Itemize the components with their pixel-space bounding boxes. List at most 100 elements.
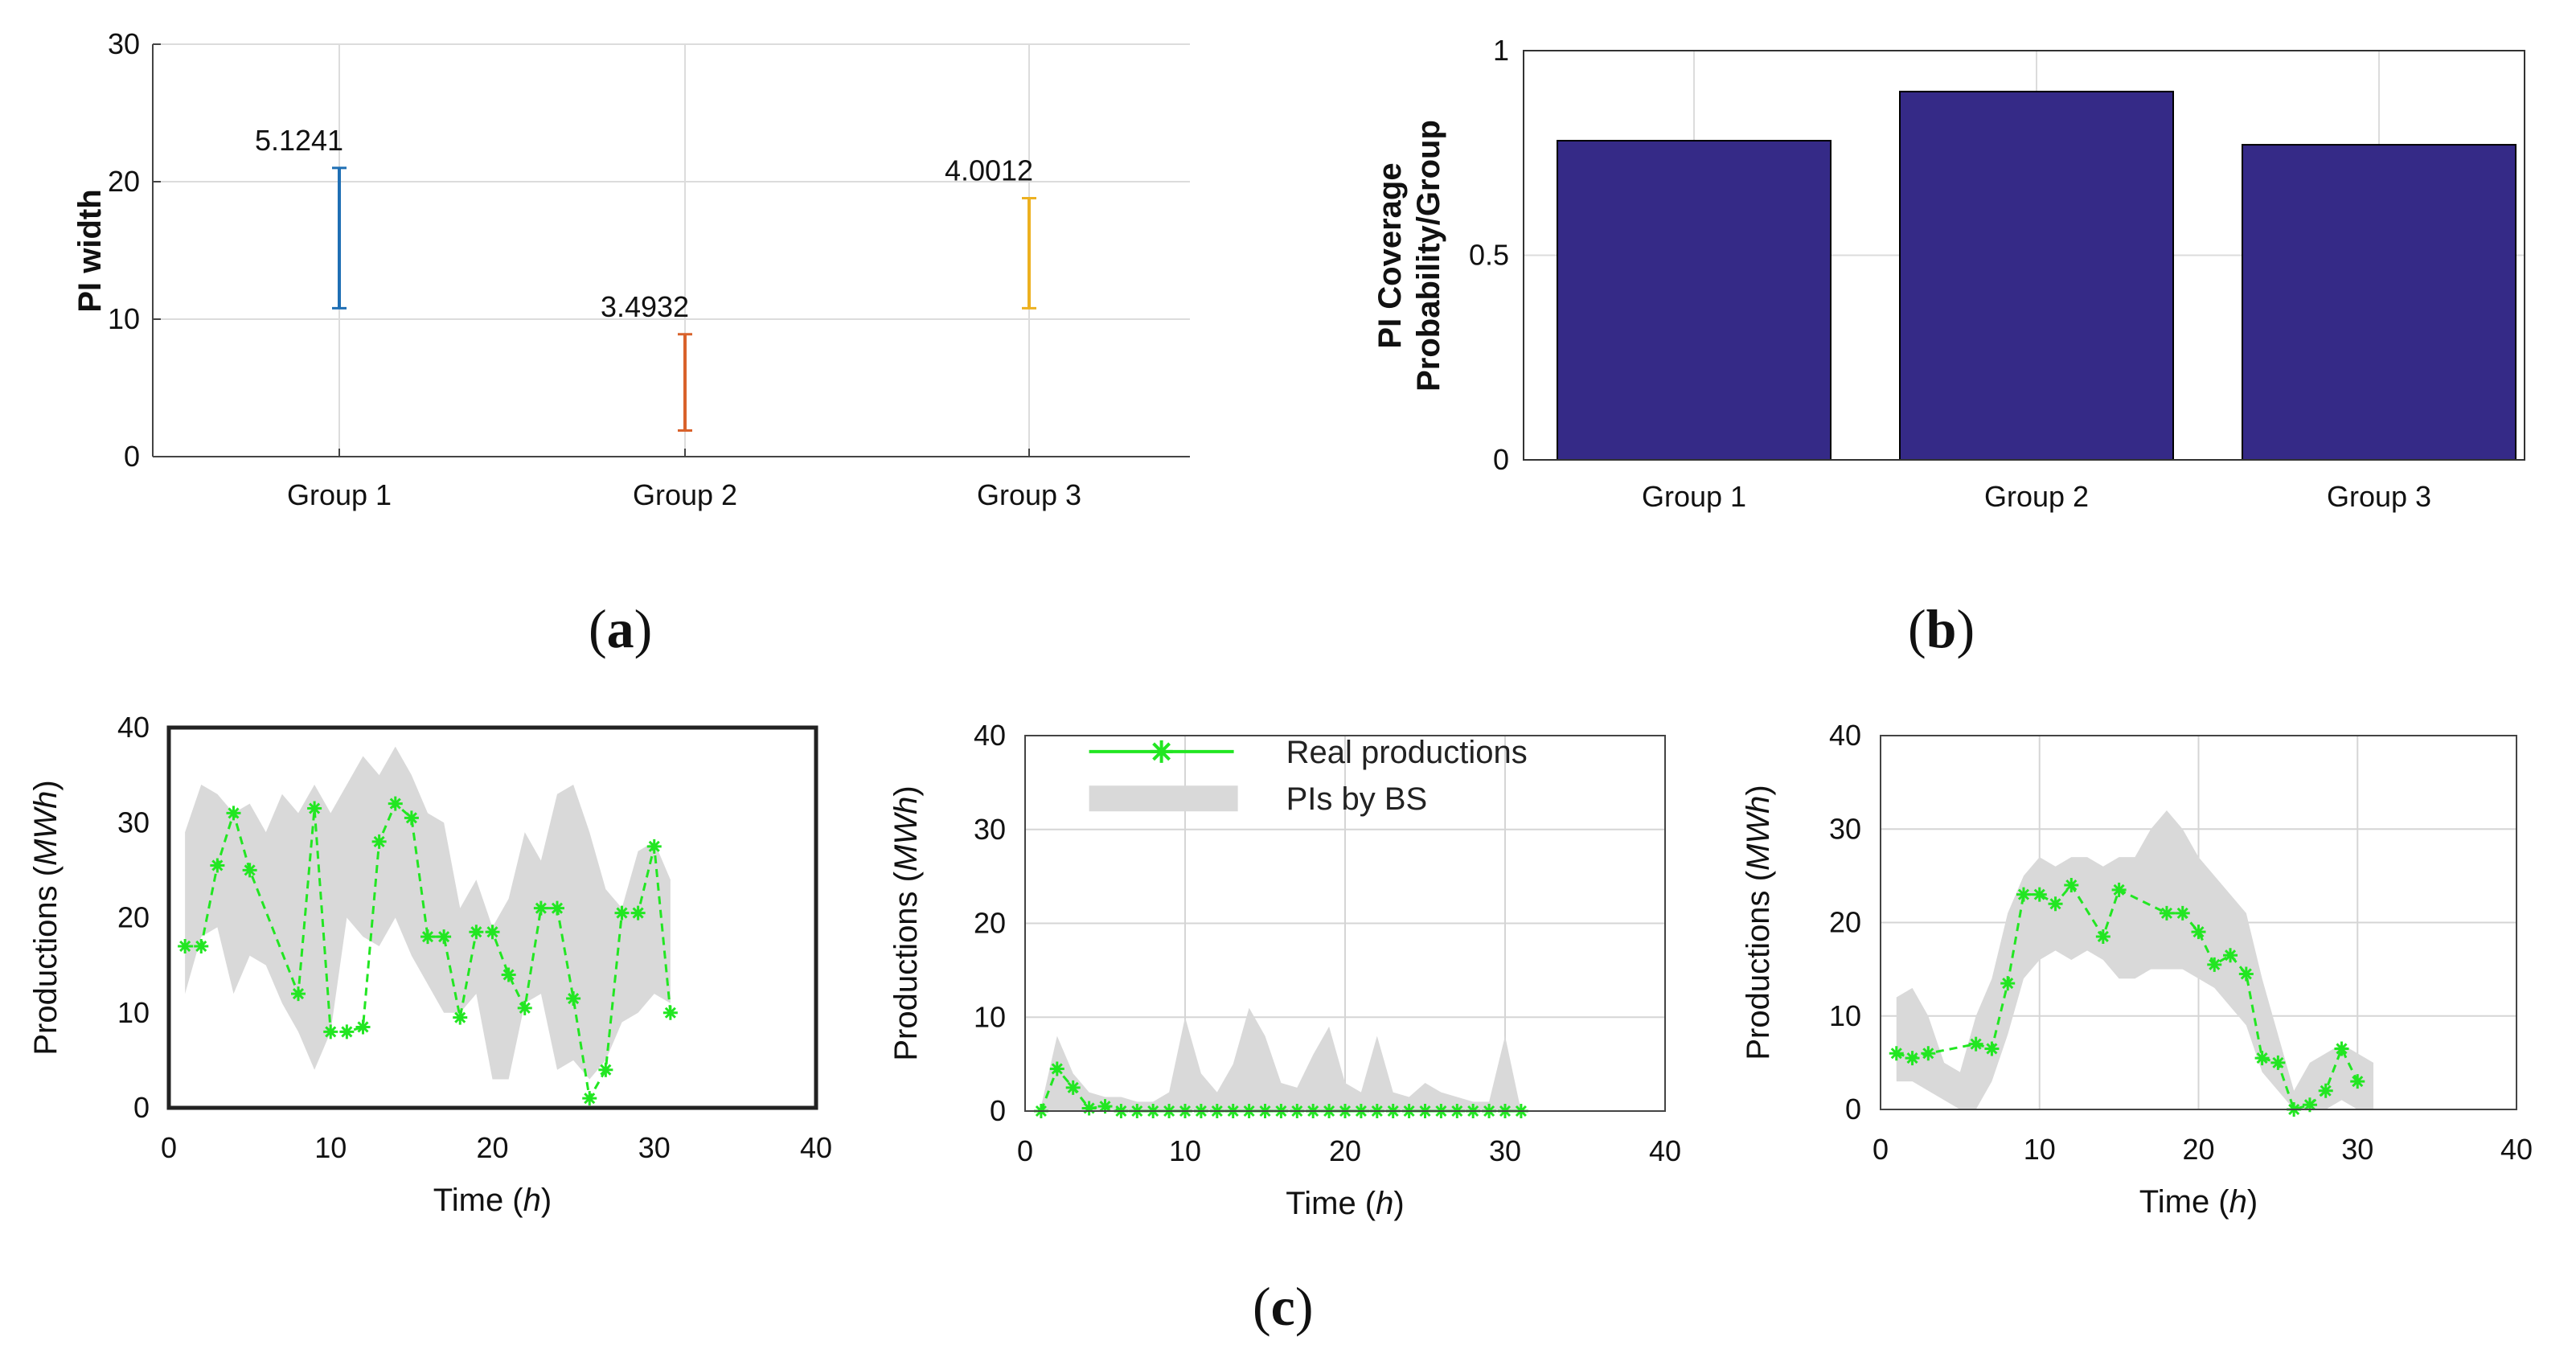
y-axis-title-text: Productions ( xyxy=(1741,870,1776,1060)
panel-label-a: (a) xyxy=(589,598,652,659)
pi-band xyxy=(1040,1007,1521,1111)
x-axis-title: Time (h) xyxy=(433,1183,552,1218)
y-tick-label: 1 xyxy=(1493,34,1509,67)
real-production-point xyxy=(2302,1097,2317,1113)
real-production-point xyxy=(517,1000,532,1015)
real-production-point xyxy=(1097,1099,1113,1114)
bar xyxy=(1899,90,2174,461)
real-production-point xyxy=(2350,1074,2365,1089)
real-production-point xyxy=(194,938,209,953)
real-production-point xyxy=(242,863,257,878)
y-axis-title-close: ) xyxy=(28,780,64,790)
real-production-point xyxy=(550,900,564,916)
x-tick-label: Group 3 xyxy=(2327,480,2431,513)
panel-c-close: ) xyxy=(1295,1276,1314,1337)
real-production-point xyxy=(2191,925,2206,940)
x-axis-title-close: ) xyxy=(2247,1184,2258,1220)
y-tick-label: 0 xyxy=(1493,443,1509,476)
y-axis-title-unit: MWh xyxy=(1741,796,1776,871)
y-tick-label: 0 xyxy=(1845,1093,1861,1126)
real-production-point xyxy=(210,858,225,873)
x-tick-label: 0 xyxy=(161,1131,177,1164)
y-axis-title-close: ) xyxy=(1741,785,1776,795)
pi-band xyxy=(1896,810,2374,1109)
x-axis-title: Time (h) xyxy=(1286,1186,1404,1221)
y-tick-label: 20 xyxy=(1829,906,1861,939)
y-tick-label: 0 xyxy=(133,1091,150,1124)
real-production-point xyxy=(291,986,306,1002)
plot-area-a xyxy=(153,44,1190,457)
real-production-point xyxy=(630,905,646,921)
real-production-line xyxy=(185,802,672,1102)
y-tick-label: 0 xyxy=(124,440,140,473)
x-axis-title: Time (h) xyxy=(2139,1184,2258,1220)
y-tick-label: 10 xyxy=(117,996,150,1029)
real-production-point xyxy=(404,810,419,826)
x-tick-label: 20 xyxy=(1329,1134,1361,1167)
panel-b-close: ) xyxy=(1956,598,1975,659)
real-production-point xyxy=(2064,878,2079,892)
real-production-point xyxy=(1889,1046,1904,1061)
x-tick-label: 40 xyxy=(1649,1134,1681,1167)
real-production-point xyxy=(355,1019,371,1035)
x-tick-label: 30 xyxy=(2341,1133,2373,1166)
panel-label-b: (b) xyxy=(1908,598,1975,659)
real-production-point xyxy=(598,1062,613,1077)
y-tick-label: 30 xyxy=(108,27,140,60)
real-production-point xyxy=(1049,1061,1064,1076)
y-axis-title: Productions (MWh) xyxy=(888,785,924,1060)
legend-label: Real productions xyxy=(1286,735,1528,770)
legend-label: PIs by BS xyxy=(1286,781,1428,817)
plot-frame xyxy=(1024,735,1666,1112)
y-axis-title-text: Productions ( xyxy=(888,871,924,1060)
chart-b-coverage: 0 0.5 1 Group 1 Group 2 Group 3 PI Coverage Pro… xyxy=(1372,34,2525,513)
real-production-point xyxy=(2000,976,2016,991)
x-axis-title-unit: h xyxy=(1376,1186,1393,1221)
real-production-point xyxy=(2223,948,2238,963)
x-tick-label: 30 xyxy=(1489,1134,1521,1167)
real-production-point xyxy=(1921,1046,1936,1061)
y-axis-title-line: PI Coverage xyxy=(1372,162,1408,348)
real-production-point xyxy=(2016,887,2031,902)
real-production-point xyxy=(582,1091,597,1106)
x-axis-title-unit: h xyxy=(2229,1184,2247,1220)
x-tick-label: 30 xyxy=(638,1131,671,1164)
x-tick-label: 40 xyxy=(2500,1133,2533,1166)
real-production-point xyxy=(307,801,322,816)
y-axis-title-unit: MWh xyxy=(888,797,924,871)
x-tick-label: Group 3 xyxy=(977,478,1081,511)
real-production-point xyxy=(2270,1055,2286,1070)
y-tick-label: 30 xyxy=(974,813,1006,846)
real-production-point xyxy=(453,1010,468,1025)
y-tick-label: 0.5 xyxy=(1469,239,1509,272)
chart-a-pi-width: 0 10 20 30 Group 1 Group 2 Group 3 5.1241 3.4932… xyxy=(72,27,1190,511)
plot-frame xyxy=(1880,735,2517,1110)
y-tick-label: 40 xyxy=(117,711,150,744)
real-production-point xyxy=(566,991,581,1007)
real-production-point xyxy=(2254,1051,2270,1066)
x-tick-label: 20 xyxy=(476,1131,508,1164)
real-production-point xyxy=(178,938,193,953)
x-axis-title-text: Time ( xyxy=(1286,1186,1376,1221)
real-production-point xyxy=(533,900,548,916)
panel-b-open: ( xyxy=(1908,598,1926,659)
y-tick-label: 0 xyxy=(990,1094,1006,1127)
x-tick-label: 20 xyxy=(2182,1133,2214,1166)
x-tick-label: Group 2 xyxy=(1984,480,2089,513)
panel-c-open: ( xyxy=(1253,1276,1271,1337)
y-tick-label: 10 xyxy=(108,302,140,335)
y-tick-label: 20 xyxy=(108,165,140,198)
real-production-point xyxy=(2159,905,2174,921)
real-production-point xyxy=(339,1024,355,1040)
x-axis-title-close: ) xyxy=(1393,1186,1404,1221)
pi-band xyxy=(185,746,671,1080)
bar xyxy=(1557,139,1832,461)
panel-label-c: (c) xyxy=(1253,1276,1314,1337)
y-tick-label: 40 xyxy=(974,719,1006,752)
real-production-point xyxy=(469,925,484,940)
x-axis-title-close: ) xyxy=(541,1183,552,1218)
data-label: 4.0012 xyxy=(945,154,1033,187)
y-axis-title-close: ) xyxy=(888,785,924,796)
